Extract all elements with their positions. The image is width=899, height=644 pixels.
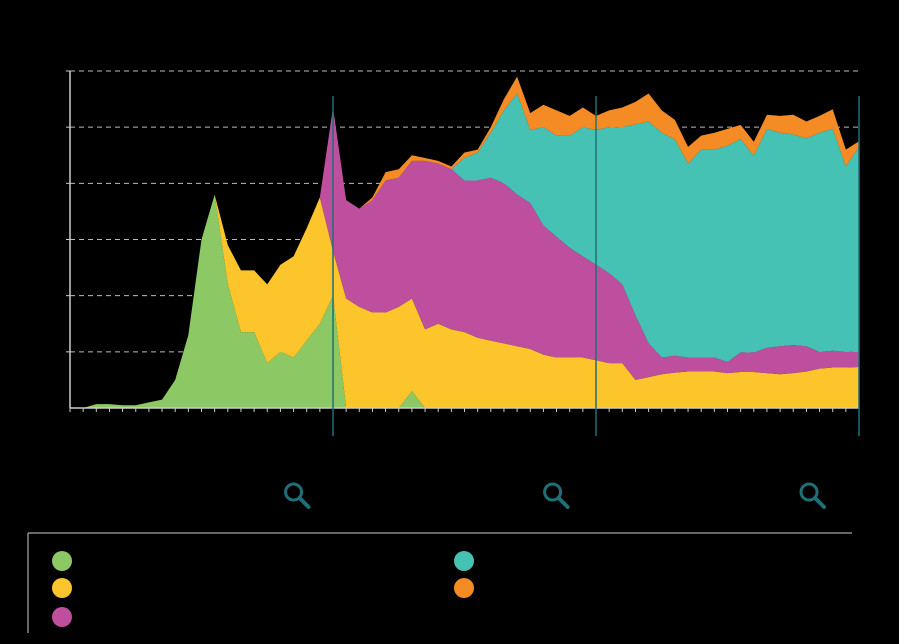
zoom-icon-handle: [556, 496, 570, 509]
area-series-4: [70, 93, 859, 408]
legend-item: [454, 578, 484, 598]
legend-swatch-1: [52, 551, 72, 571]
zoom-icon-handle: [297, 496, 311, 509]
legend-item: [52, 551, 82, 571]
area-series-2: [70, 194, 859, 408]
zoom-icon-lens: [284, 482, 304, 502]
area-series-1: [70, 194, 859, 408]
legend-swatch-4: [454, 551, 474, 571]
legend-item: [52, 578, 82, 598]
legend-item: [454, 551, 484, 571]
zoom-icon-lens: [543, 482, 563, 502]
zoom-icon-lens: [799, 482, 819, 502]
area-series-3: [70, 107, 859, 408]
legend-swatch-2: [52, 578, 72, 598]
legend-swatch-3: [52, 607, 72, 627]
legend: [28, 533, 852, 633]
legend-swatch-5: [454, 578, 474, 598]
zoom-icon-handle: [813, 496, 827, 509]
legend-item: [52, 607, 82, 627]
